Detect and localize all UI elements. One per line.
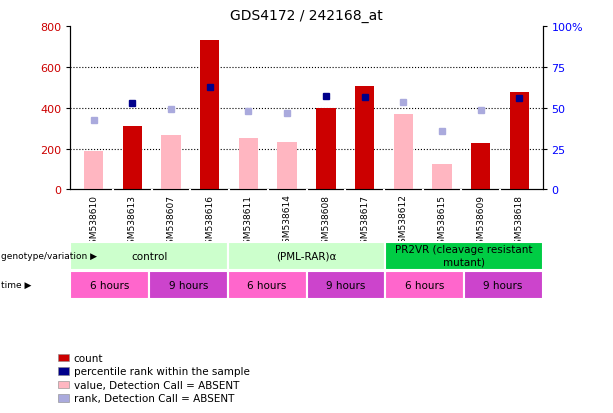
- Text: GSM538615: GSM538615: [438, 194, 446, 249]
- Text: 6 hours: 6 hours: [405, 280, 444, 290]
- Text: GSM538613: GSM538613: [128, 194, 137, 249]
- FancyBboxPatch shape: [70, 271, 149, 299]
- Bar: [200, 41, 219, 190]
- FancyBboxPatch shape: [464, 271, 543, 299]
- Bar: [316, 108, 335, 190]
- Text: GSM538617: GSM538617: [360, 194, 369, 249]
- Text: GSM538611: GSM538611: [244, 194, 253, 249]
- Text: GSM538614: GSM538614: [283, 194, 292, 249]
- Text: GSM538608: GSM538608: [321, 194, 330, 249]
- Bar: [84, 151, 104, 190]
- Bar: [278, 143, 297, 190]
- FancyBboxPatch shape: [58, 381, 69, 388]
- Text: time ▶: time ▶: [1, 280, 32, 290]
- Text: GSM538618: GSM538618: [515, 194, 524, 249]
- Text: control: control: [131, 251, 167, 261]
- Text: 9 hours: 9 hours: [169, 280, 208, 290]
- FancyBboxPatch shape: [228, 242, 385, 270]
- Text: rank, Detection Call = ABSENT: rank, Detection Call = ABSENT: [74, 393, 234, 403]
- Text: 6 hours: 6 hours: [90, 280, 129, 290]
- Title: GDS4172 / 242168_at: GDS4172 / 242168_at: [230, 9, 383, 23]
- Bar: [394, 114, 413, 190]
- Text: count: count: [74, 353, 103, 363]
- Bar: [471, 144, 490, 190]
- FancyBboxPatch shape: [58, 354, 69, 361]
- FancyBboxPatch shape: [149, 271, 228, 299]
- Text: genotype/variation ▶: genotype/variation ▶: [1, 252, 97, 261]
- FancyBboxPatch shape: [58, 394, 69, 402]
- FancyBboxPatch shape: [228, 271, 306, 299]
- Bar: [239, 139, 258, 190]
- Bar: [509, 93, 529, 190]
- Text: (PML-RAR)α: (PML-RAR)α: [276, 251, 337, 261]
- Bar: [161, 136, 181, 190]
- Text: PR2VR (cleavage resistant
mutant): PR2VR (cleavage resistant mutant): [395, 245, 533, 267]
- Text: GSM538607: GSM538607: [167, 194, 175, 249]
- Text: GSM538609: GSM538609: [476, 194, 485, 249]
- Text: 6 hours: 6 hours: [248, 280, 287, 290]
- Text: GSM538616: GSM538616: [205, 194, 215, 249]
- Text: value, Detection Call = ABSENT: value, Detection Call = ABSENT: [74, 380, 239, 389]
- Text: GSM538610: GSM538610: [89, 194, 98, 249]
- Text: percentile rank within the sample: percentile rank within the sample: [74, 366, 249, 376]
- Bar: [355, 87, 374, 190]
- Bar: [432, 164, 452, 190]
- Text: 9 hours: 9 hours: [326, 280, 365, 290]
- Bar: [123, 127, 142, 190]
- Text: 9 hours: 9 hours: [484, 280, 523, 290]
- FancyBboxPatch shape: [58, 368, 69, 375]
- FancyBboxPatch shape: [385, 271, 464, 299]
- FancyBboxPatch shape: [70, 242, 228, 270]
- FancyBboxPatch shape: [385, 242, 543, 270]
- FancyBboxPatch shape: [306, 271, 385, 299]
- Text: GSM538612: GSM538612: [398, 194, 408, 249]
